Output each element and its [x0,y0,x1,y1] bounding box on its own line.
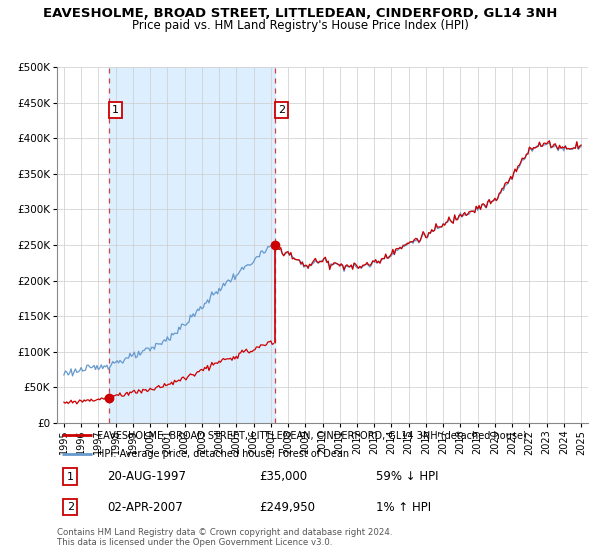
Text: Price paid vs. HM Land Registry's House Price Index (HPI): Price paid vs. HM Land Registry's House … [131,19,469,32]
Text: Contains HM Land Registry data © Crown copyright and database right 2024.
This d: Contains HM Land Registry data © Crown c… [57,528,392,547]
Text: 1% ↑ HPI: 1% ↑ HPI [376,501,431,514]
Text: 02-APR-2007: 02-APR-2007 [107,501,183,514]
Text: 1: 1 [112,105,119,115]
Text: HPI: Average price, detached house, Forest of Dean: HPI: Average price, detached house, Fore… [97,449,349,459]
Text: 1: 1 [67,472,74,482]
Bar [109,67,275,423]
Text: £249,950: £249,950 [259,501,315,514]
Text: 2: 2 [67,502,74,512]
Text: EAVESHOLME, BROAD STREET, LITTLEDEAN, CINDERFORD, GL14 3NH (detached house): EAVESHOLME, BROAD STREET, LITTLEDEAN, CI… [97,431,527,440]
Text: £35,000: £35,000 [259,470,307,483]
Text: EAVESHOLME, BROAD STREET, LITTLEDEAN, CINDERFORD, GL14 3NH: EAVESHOLME, BROAD STREET, LITTLEDEAN, CI… [43,7,557,20]
Text: 20-AUG-1997: 20-AUG-1997 [107,470,187,483]
Text: 59% ↓ HPI: 59% ↓ HPI [376,470,438,483]
Text: 2: 2 [278,105,285,115]
